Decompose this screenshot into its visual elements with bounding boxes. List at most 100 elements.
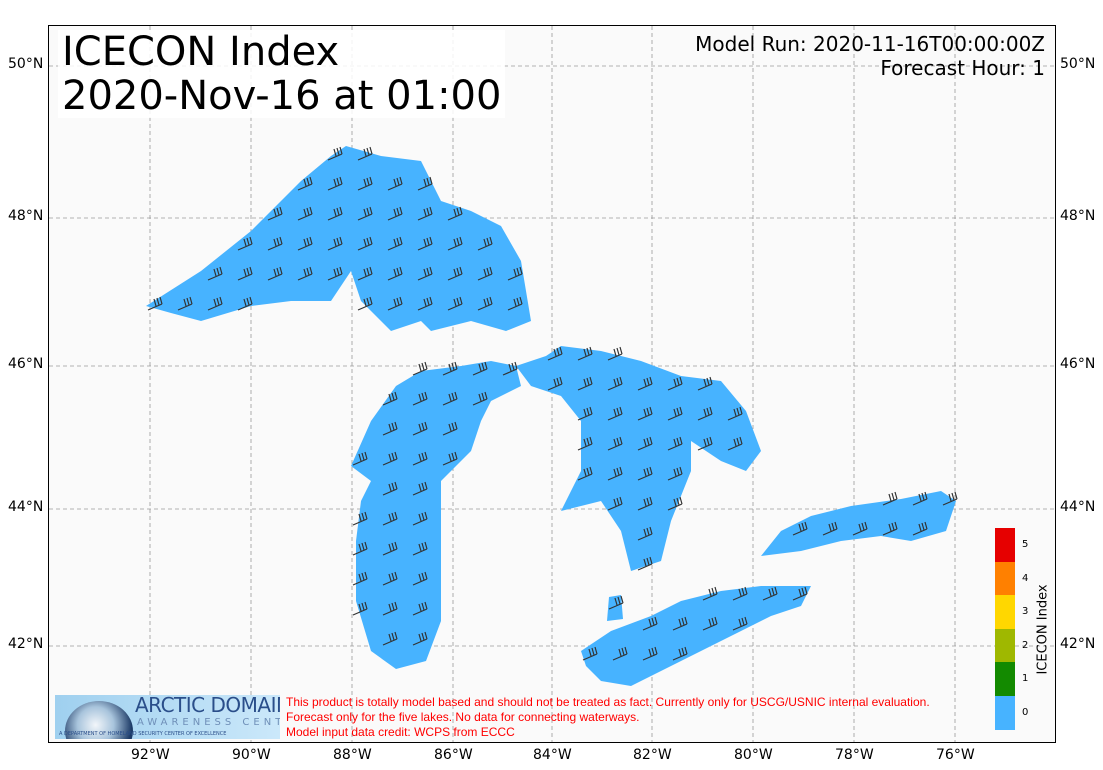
wind-barb [547,346,563,361]
disclaimer-line: Model input data credit: WCPS from ECCC [286,725,515,739]
wind-barb [352,511,368,526]
wind-barb [547,376,563,391]
wind-barb [822,521,838,536]
wind-barb [477,266,493,281]
wind-barb [327,266,343,281]
disclaimer-line: Forecast only for the five lakes. No dat… [286,710,640,724]
wind-barb [417,236,433,251]
wind-barb [792,521,808,536]
wind-barb [507,266,523,281]
colorbar [995,528,1015,730]
run-info: Model Run: 2020-11-16T00:00:00Z Forecast… [695,32,1045,80]
wind-barb [412,451,428,466]
wind-barb [267,236,283,251]
wind-barb [412,571,428,586]
wind-barb [382,571,398,586]
logo-line2: AWARENESS CENTER [137,717,280,728]
wind-barb [412,481,428,496]
lat-tick-label: 42°N [1060,636,1096,652]
wind-barb [577,406,593,421]
colorbar-tick: 1 [1022,673,1029,685]
lakes [146,146,956,686]
lat-tick-label: 46°N [8,356,44,372]
wind-barb [702,616,718,631]
wind-barb [637,376,653,391]
wind-barb [417,296,433,311]
wind-barb [582,646,598,661]
wind-barb [412,631,428,646]
wind-barb [382,391,398,406]
colorbar-2 [995,628,1015,663]
map-panel [48,25,1056,743]
wind-barb [417,266,433,281]
wind-barb [267,266,283,281]
lon-tick-label: 92°W [131,747,170,763]
wind-barb [447,236,463,251]
wind-barb [697,436,713,451]
lon-tick-label: 84°W [533,747,572,763]
wind-barb [667,376,683,391]
wind-barb [637,466,653,481]
wind-barb [357,266,373,281]
wind-barb [472,391,488,406]
adac-logo: ARCTIC DOMAIN AWARENESS CENTER A DEPARTM… [55,695,280,739]
wind-barb [607,406,623,421]
colorbar-5 [995,528,1015,562]
wind-barb [237,266,253,281]
colorbar-4 [995,561,1015,596]
colorbar-tick: 3 [1022,606,1029,618]
wind-barb [412,541,428,556]
wind-barb [607,496,623,511]
colorbar-tick: 4 [1022,572,1029,584]
wind-barb [577,376,593,391]
lat-tick-label: 50°N [1060,56,1096,72]
wind-barb [237,236,253,251]
wind-barb [382,601,398,616]
wind-barb [357,176,373,191]
colorbar-0 [995,695,1015,730]
lat-tick-label: 42°N [8,636,44,652]
wind-barb [792,586,808,601]
wind-barb [727,406,743,421]
wind-barb [382,541,398,556]
wind-barb [447,296,463,311]
wind-barb [177,296,193,311]
forecast-hour: Forecast Hour: 1 [880,56,1045,80]
colorbar-1 [995,662,1015,696]
wind-barb [327,236,343,251]
wind-barb [577,346,593,361]
lat-tick-label: 48°N [1060,208,1096,224]
wind-barb [382,481,398,496]
wind-barb [382,631,398,646]
wind-barb [642,616,658,631]
wind-barb [267,206,283,221]
wind-barb [447,206,463,221]
wind-barb [672,646,688,661]
wind-barb [412,421,428,436]
wind-barb [732,616,748,631]
wind-barb [637,406,653,421]
lat-tick-label: 50°N [8,56,44,72]
wind-barb [667,436,683,451]
model-run: Model Run: 2020-11-16T00:00:00Z [695,32,1045,56]
wind-barb [147,296,163,311]
wind-barb [382,421,398,436]
lat-tick-label: 48°N [8,208,44,224]
lat-tick-label: 44°N [1060,499,1096,515]
lon-tick-label: 80°W [734,747,773,763]
wind-barb [642,646,658,661]
wind-barb [387,206,403,221]
wind-barb [637,526,653,541]
wind-barb [667,406,683,421]
lat-tick-label: 46°N [1060,356,1096,372]
lake-huron [516,346,761,571]
lake-michigan [351,361,521,669]
wind-barb [412,511,428,526]
wind-barb [577,466,593,481]
wind-barb [442,421,458,436]
wind-barb [382,451,398,466]
wind-barb [387,266,403,281]
wind-barb [357,236,373,251]
wind-barb [507,296,523,311]
colorbar-tick: 5 [1022,539,1029,550]
